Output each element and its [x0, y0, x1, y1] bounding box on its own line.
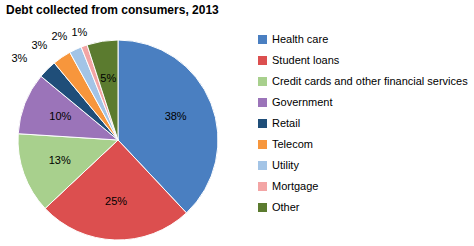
legend: Health care Student loans Credit cards and…	[258, 33, 468, 213]
pie-slice	[45, 140, 186, 240]
data-label: 2%	[51, 30, 67, 42]
legend-item: Telecom	[258, 138, 313, 150]
legend-swatch	[258, 35, 267, 44]
legend-item: Retail	[258, 117, 300, 129]
legend-swatch	[258, 161, 267, 170]
data-label: 3%	[11, 52, 27, 64]
legend-swatch	[258, 182, 267, 191]
data-label: 13%	[49, 154, 71, 166]
legend-swatch	[258, 77, 267, 86]
legend-item: Credit cards and other financial service…	[258, 75, 468, 87]
legend-item: Utility	[258, 159, 299, 171]
legend-label: Telecom	[272, 138, 313, 150]
legend-swatch	[258, 98, 267, 107]
legend-label: Government	[272, 96, 333, 108]
legend-label: Mortgage	[272, 180, 318, 192]
legend-swatch	[258, 140, 267, 149]
data-label: 1%	[71, 26, 87, 38]
data-label: 5%	[100, 72, 116, 84]
legend-label: Credit cards and other financial service…	[272, 75, 468, 87]
chart: Debt collected from consumers, 2013 38% 25…	[0, 0, 474, 246]
pie	[18, 40, 218, 240]
legend-swatch	[258, 119, 267, 128]
data-labels: 38% 25% 13% 10% 3% 3% 2% 1% 5%	[11, 26, 186, 207]
legend-item: Mortgage	[258, 180, 318, 192]
legend-label: Student loans	[272, 54, 340, 66]
legend-label: Other	[272, 201, 300, 213]
legend-item: Student loans	[258, 54, 340, 66]
pie-slice	[87, 40, 118, 140]
legend-swatch	[258, 203, 267, 212]
pie-slice	[18, 134, 118, 209]
data-label: 25%	[105, 195, 127, 207]
legend-swatch	[258, 56, 267, 65]
title: Debt collected from consumers, 2013	[6, 3, 219, 17]
legend-label: Health care	[272, 33, 328, 45]
legend-item: Government	[258, 96, 333, 108]
legend-item: Health care	[258, 33, 328, 45]
data-label: 38%	[165, 110, 187, 122]
data-label: 3%	[31, 39, 47, 51]
legend-label: Utility	[272, 159, 299, 171]
legend-label: Retail	[272, 117, 300, 129]
data-label: 10%	[49, 110, 71, 122]
legend-item: Other	[258, 201, 300, 213]
